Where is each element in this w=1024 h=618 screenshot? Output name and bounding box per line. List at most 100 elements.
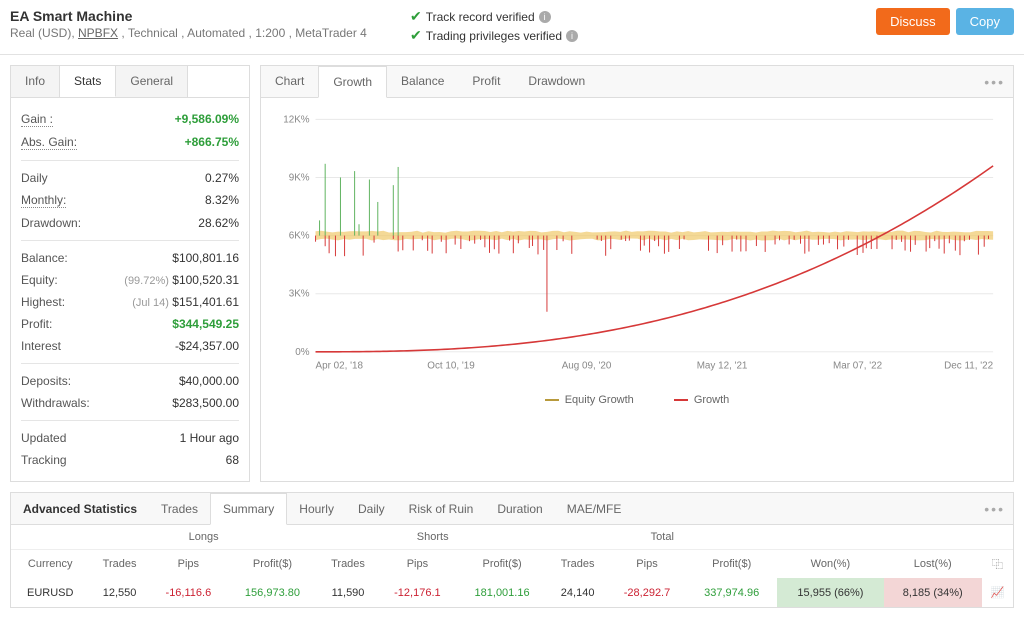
svg-text:Aug 09, '20: Aug 09, '20 bbox=[562, 361, 612, 372]
svg-text:0%: 0% bbox=[295, 347, 309, 358]
gain-label: Gain : bbox=[21, 112, 53, 127]
discuss-button[interactable]: Discuss bbox=[876, 8, 950, 35]
col-trades: Trades bbox=[318, 550, 378, 579]
row-chart-icon[interactable]: 📈 bbox=[982, 578, 1013, 607]
col-trades: Trades bbox=[548, 550, 608, 579]
cell-t-trades: 24,140 bbox=[548, 578, 608, 607]
broker-link[interactable]: NPBFX bbox=[78, 26, 118, 40]
tab-stats[interactable]: Stats bbox=[60, 66, 116, 97]
balance-value: $100,801.16 bbox=[172, 251, 239, 265]
svg-text:12K%: 12K% bbox=[283, 114, 310, 125]
check-icon: ✔ bbox=[410, 27, 422, 44]
svg-text:6K%: 6K% bbox=[289, 231, 310, 242]
cell-l-profit: 156,973.80 bbox=[227, 578, 318, 607]
gain-value: +9,586.09% bbox=[175, 112, 239, 127]
cell-t-pips: -28,292.7 bbox=[608, 578, 687, 607]
cell-l-trades: 12,550 bbox=[89, 578, 149, 607]
info-icon[interactable]: i bbox=[566, 30, 578, 42]
adv-tab-mae[interactable]: MAE/MFE bbox=[555, 494, 634, 524]
equity-label: Equity: bbox=[21, 273, 58, 287]
withdrawals-label: Withdrawals: bbox=[21, 396, 90, 410]
col-profit: Profit($) bbox=[686, 550, 777, 579]
info-icon[interactable]: i bbox=[539, 11, 551, 23]
cell-s-pips: -12,176.1 bbox=[378, 578, 457, 607]
equity-value: (99.72%) $100,520.31 bbox=[124, 273, 239, 287]
highest-label: Highest: bbox=[21, 295, 65, 309]
svg-text:9K%: 9K% bbox=[289, 172, 310, 183]
balance-label: Balance: bbox=[21, 251, 68, 265]
legend-equity-growth: Equity Growth bbox=[545, 394, 634, 406]
monthly-label: Monthly: bbox=[21, 193, 66, 208]
svg-text:3K%: 3K% bbox=[289, 289, 310, 300]
deposits-label: Deposits: bbox=[21, 374, 71, 388]
interest-label: Interest bbox=[21, 339, 61, 353]
cell-s-profit: 181,001.16 bbox=[457, 578, 548, 607]
deposits-value: $40,000.00 bbox=[179, 374, 239, 388]
account-title: EA Smart Machine bbox=[10, 8, 390, 24]
tab-general[interactable]: General bbox=[116, 66, 188, 97]
svg-text:Oct 10, '19: Oct 10, '19 bbox=[427, 361, 475, 372]
col-trades: Trades bbox=[89, 550, 149, 579]
check-icon: ✔ bbox=[410, 8, 422, 25]
advanced-stats-title: Advanced Statistics bbox=[11, 494, 149, 524]
cell-won: 15,955 (66%) bbox=[777, 578, 884, 607]
chart-tab-chart[interactable]: Chart bbox=[261, 66, 318, 97]
track-record-verified: ✔ Track record verified i bbox=[410, 8, 876, 25]
drawdown-label: Drawdown: bbox=[21, 216, 81, 230]
legend-growth: Growth bbox=[674, 394, 729, 406]
adv-tab-summary[interactable]: Summary bbox=[210, 493, 287, 525]
updated-value: 1 Hour ago bbox=[180, 431, 239, 445]
daily-value: 0.27% bbox=[205, 171, 239, 185]
cell-t-profit: 337,974.96 bbox=[686, 578, 777, 607]
group-shorts: Shorts bbox=[318, 525, 548, 550]
tracking-label: Tracking bbox=[21, 453, 67, 467]
adv-menu-icon[interactable]: ••• bbox=[984, 501, 1005, 517]
adv-tab-duration[interactable]: Duration bbox=[485, 494, 554, 524]
svg-text:Mar 07, '22: Mar 07, '22 bbox=[833, 361, 882, 372]
col-won: Won(%) bbox=[777, 550, 884, 579]
interest-value: -$24,357.00 bbox=[175, 339, 239, 353]
col-profit: Profit($) bbox=[457, 550, 548, 579]
chart-tab-drawdown[interactable]: Drawdown bbox=[514, 66, 599, 97]
chart-menu-icon[interactable]: ••• bbox=[984, 74, 1005, 90]
svg-text:Dec 11, '22: Dec 11, '22 bbox=[944, 361, 993, 372]
tab-info[interactable]: Info bbox=[11, 66, 60, 97]
withdrawals-value: $283,500.00 bbox=[172, 396, 239, 410]
adv-tab-hourly[interactable]: Hourly bbox=[287, 494, 346, 524]
col-pips: Pips bbox=[378, 550, 457, 579]
svg-text:May 12, '21: May 12, '21 bbox=[697, 361, 748, 372]
account-subtitle: Real (USD), NPBFX , Technical , Automate… bbox=[10, 26, 390, 40]
daily-label: Daily bbox=[21, 171, 48, 185]
table-row: EURUSD 12,550 -16,116.6 156,973.80 11,59… bbox=[11, 578, 1013, 607]
col-pips: Pips bbox=[150, 550, 227, 579]
updated-label: Updated bbox=[21, 431, 66, 445]
chart-tab-balance[interactable]: Balance bbox=[387, 66, 458, 97]
abs-gain-value: +866.75% bbox=[185, 135, 239, 150]
cell-lost: 8,185 (34%) bbox=[884, 578, 982, 607]
chart-tab-growth[interactable]: Growth bbox=[318, 66, 387, 98]
cell-s-trades: 11,590 bbox=[318, 578, 378, 607]
highest-value: (Jul 14) $151,401.61 bbox=[132, 295, 239, 309]
copy-button[interactable]: Copy bbox=[956, 8, 1014, 35]
cell-currency: EURUSD bbox=[11, 578, 89, 607]
chart-tab-profit[interactable]: Profit bbox=[458, 66, 514, 97]
profit-value: $344,549.25 bbox=[172, 317, 239, 331]
svg-text:Apr 02, '18: Apr 02, '18 bbox=[316, 361, 364, 372]
col-pips: Pips bbox=[608, 550, 687, 579]
drawdown-value: 28.62% bbox=[198, 216, 239, 230]
col-profit: Profit($) bbox=[227, 550, 318, 579]
col-currency: Currency bbox=[11, 550, 89, 579]
abs-gain-label: Abs. Gain: bbox=[21, 135, 77, 150]
tracking-value: 68 bbox=[226, 453, 239, 467]
adv-tab-trades[interactable]: Trades bbox=[149, 494, 210, 524]
trading-privileges-verified: ✔ Trading privileges verified i bbox=[410, 27, 876, 44]
adv-tab-daily[interactable]: Daily bbox=[346, 494, 397, 524]
adv-tab-ror[interactable]: Risk of Ruin bbox=[397, 494, 486, 524]
monthly-value: 8.32% bbox=[205, 193, 239, 208]
cell-l-pips: -16,116.6 bbox=[150, 578, 227, 607]
profit-label: Profit: bbox=[21, 317, 52, 331]
col-lost: Lost(%) bbox=[884, 550, 982, 579]
group-longs: Longs bbox=[89, 525, 317, 550]
growth-chart: 12K% 9K% 6K% 3K% 0% Apr 02, '18 Oct 10, '19 Aug… bbox=[271, 108, 1003, 378]
copy-column-icon[interactable]: ⿻ bbox=[982, 550, 1013, 579]
